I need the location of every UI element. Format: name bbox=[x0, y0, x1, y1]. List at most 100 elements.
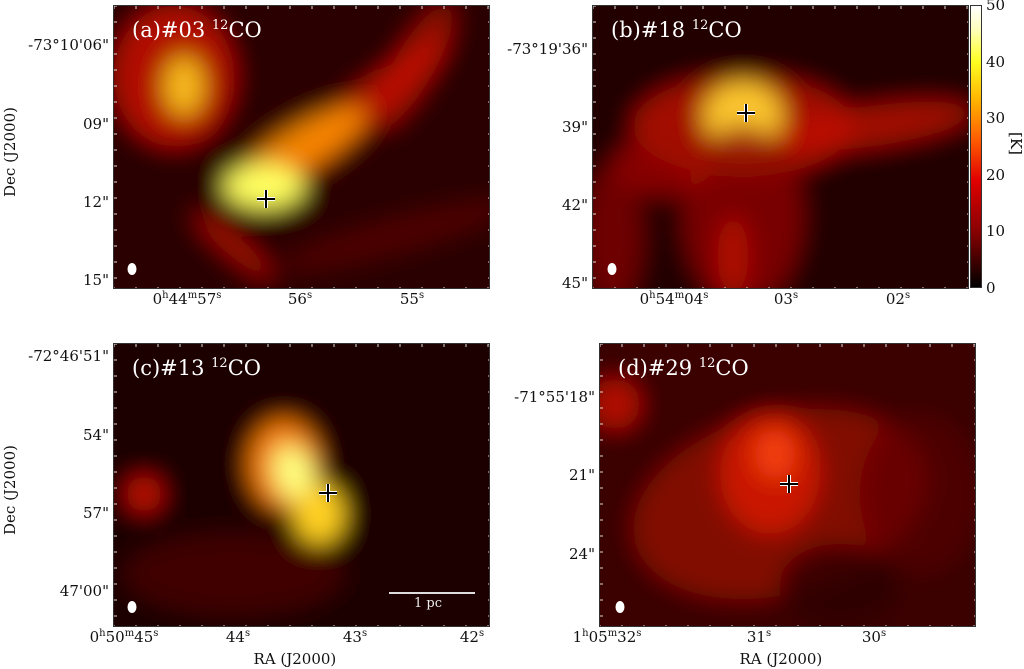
y-tick-label: -73°10'06" bbox=[28, 36, 109, 54]
y-tick-label: 47'00" bbox=[59, 582, 109, 600]
colorbar-tick-label: 30 bbox=[986, 109, 1006, 128]
panel-title: (b)#18 12CO bbox=[611, 18, 742, 42]
tick-part: 31 bbox=[746, 628, 766, 646]
source-position-cross bbox=[257, 190, 275, 208]
molecule: CO bbox=[227, 356, 261, 380]
tick-part: s bbox=[306, 290, 313, 301]
emission-blob bbox=[780, 544, 900, 624]
y-tick-label: -73°19'36" bbox=[507, 40, 588, 58]
emission-blob bbox=[755, 429, 795, 479]
tick-part: 0 bbox=[639, 290, 650, 308]
emission-blob bbox=[126, 476, 162, 512]
tick-part: 50 bbox=[105, 628, 125, 646]
isotope: 12 bbox=[691, 18, 709, 33]
tick-part: s bbox=[792, 290, 799, 301]
colorbar-tick-label: 10 bbox=[986, 222, 1006, 241]
intensity-map bbox=[114, 344, 489, 626]
y-tick-label: 21" bbox=[569, 466, 595, 484]
tick-part: h bbox=[99, 628, 106, 639]
isotope: 12 bbox=[211, 356, 228, 371]
tick-part: 30 bbox=[861, 628, 881, 646]
tick-part: 45 bbox=[134, 628, 154, 646]
y-tick-label: 42" bbox=[562, 196, 588, 214]
source-position-cross bbox=[737, 104, 755, 122]
x-tick-label: 56s bbox=[287, 290, 313, 308]
tick-part: m bbox=[607, 628, 618, 639]
isotope: 12 bbox=[698, 356, 716, 371]
tick-part: 57 bbox=[197, 290, 217, 308]
tick-part: 44 bbox=[225, 628, 245, 646]
emission-blob bbox=[718, 216, 748, 288]
x-tick-label: 0h44m57s bbox=[153, 290, 222, 308]
tick-part: 02 bbox=[885, 290, 905, 308]
y-tick-label: -71°55'18" bbox=[514, 388, 595, 406]
y-tick-label: 09" bbox=[83, 115, 109, 133]
beam-ellipse bbox=[127, 601, 137, 613]
x-tick-label: 0h50m45s bbox=[89, 628, 159, 646]
emission-blob bbox=[278, 201, 489, 271]
tick-part: 04 bbox=[684, 290, 704, 308]
colorbar-tick-label: 20 bbox=[986, 165, 1006, 184]
panel-title: (c)#13 12CO bbox=[132, 356, 261, 380]
panel-d: (d)#29 12CO bbox=[599, 343, 976, 627]
beam-ellipse bbox=[127, 263, 137, 275]
x-tick-label: 43s bbox=[343, 628, 368, 646]
x-tick-label: 42s bbox=[459, 628, 485, 646]
tick-part: 44 bbox=[168, 290, 188, 308]
tick-part: 0 bbox=[89, 628, 100, 646]
colorbar-tick-label: 50 bbox=[986, 0, 1006, 14]
y-tick-label: -72°46'51" bbox=[28, 347, 109, 365]
emission-blob bbox=[272, 444, 316, 504]
x-tick-label: 44s bbox=[225, 628, 251, 646]
emission-blob bbox=[195, 212, 273, 280]
tick-part: s bbox=[904, 290, 911, 301]
molecule: CO bbox=[708, 18, 742, 42]
y-tick-label: 24" bbox=[569, 545, 595, 563]
tick-part: m bbox=[187, 290, 198, 301]
y-tick-label: 45" bbox=[562, 274, 588, 292]
tick-part: s bbox=[478, 628, 485, 639]
emission-blob bbox=[294, 484, 344, 544]
tick-part: s bbox=[765, 628, 772, 639]
panel-title: (d)#29 12CO bbox=[618, 356, 749, 380]
panel-b: (b)#18 12CO bbox=[592, 5, 969, 289]
y-tick-label: 57" bbox=[83, 504, 109, 522]
tick-part: 1 bbox=[572, 628, 583, 646]
x-tick-label: 30s bbox=[861, 628, 887, 646]
molecule: CO bbox=[228, 18, 262, 42]
tick-part: s bbox=[636, 628, 642, 639]
panel-id: (b)#18 bbox=[611, 18, 692, 42]
isotope: 12 bbox=[211, 18, 229, 33]
emission-blob bbox=[124, 534, 344, 614]
emission-blob bbox=[593, 166, 643, 288]
tick-part: s bbox=[880, 628, 887, 639]
tick-part: 56 bbox=[287, 290, 307, 308]
tick-part: s bbox=[216, 290, 222, 301]
y-tick-label: 54" bbox=[83, 426, 109, 444]
intensity-map bbox=[593, 6, 968, 288]
colorbar-tick-label: 40 bbox=[986, 52, 1006, 71]
tick-part: s bbox=[418, 290, 425, 301]
source-position-cross bbox=[780, 475, 798, 493]
tick-part: 32 bbox=[617, 628, 637, 646]
tick-part: s bbox=[703, 290, 709, 301]
colorbar bbox=[970, 5, 982, 288]
scale-bar bbox=[389, 592, 475, 594]
panel-c: (c)#13 12CO 1 pc bbox=[113, 343, 490, 627]
tick-part: 42 bbox=[459, 628, 479, 646]
panel-id: (a)#03 bbox=[132, 18, 212, 42]
y-tick-label: 12" bbox=[83, 193, 109, 211]
emission-blob bbox=[683, 126, 803, 288]
tick-part: s bbox=[244, 628, 251, 639]
tick-part: s bbox=[361, 628, 368, 639]
x-tick-label: 55s bbox=[400, 290, 425, 308]
tick-part: 05 bbox=[588, 628, 608, 646]
emission-blob bbox=[773, 101, 968, 151]
y-axis-label: Dec (J2000) bbox=[1, 445, 19, 535]
tick-part: 54 bbox=[655, 290, 675, 308]
x-axis-label: RA (J2000) bbox=[253, 650, 337, 668]
emission-blob bbox=[224, 164, 304, 208]
emission-blob bbox=[860, 414, 975, 574]
tick-part: h bbox=[162, 290, 169, 301]
y-axis-label: Dec (J2000) bbox=[1, 107, 19, 197]
